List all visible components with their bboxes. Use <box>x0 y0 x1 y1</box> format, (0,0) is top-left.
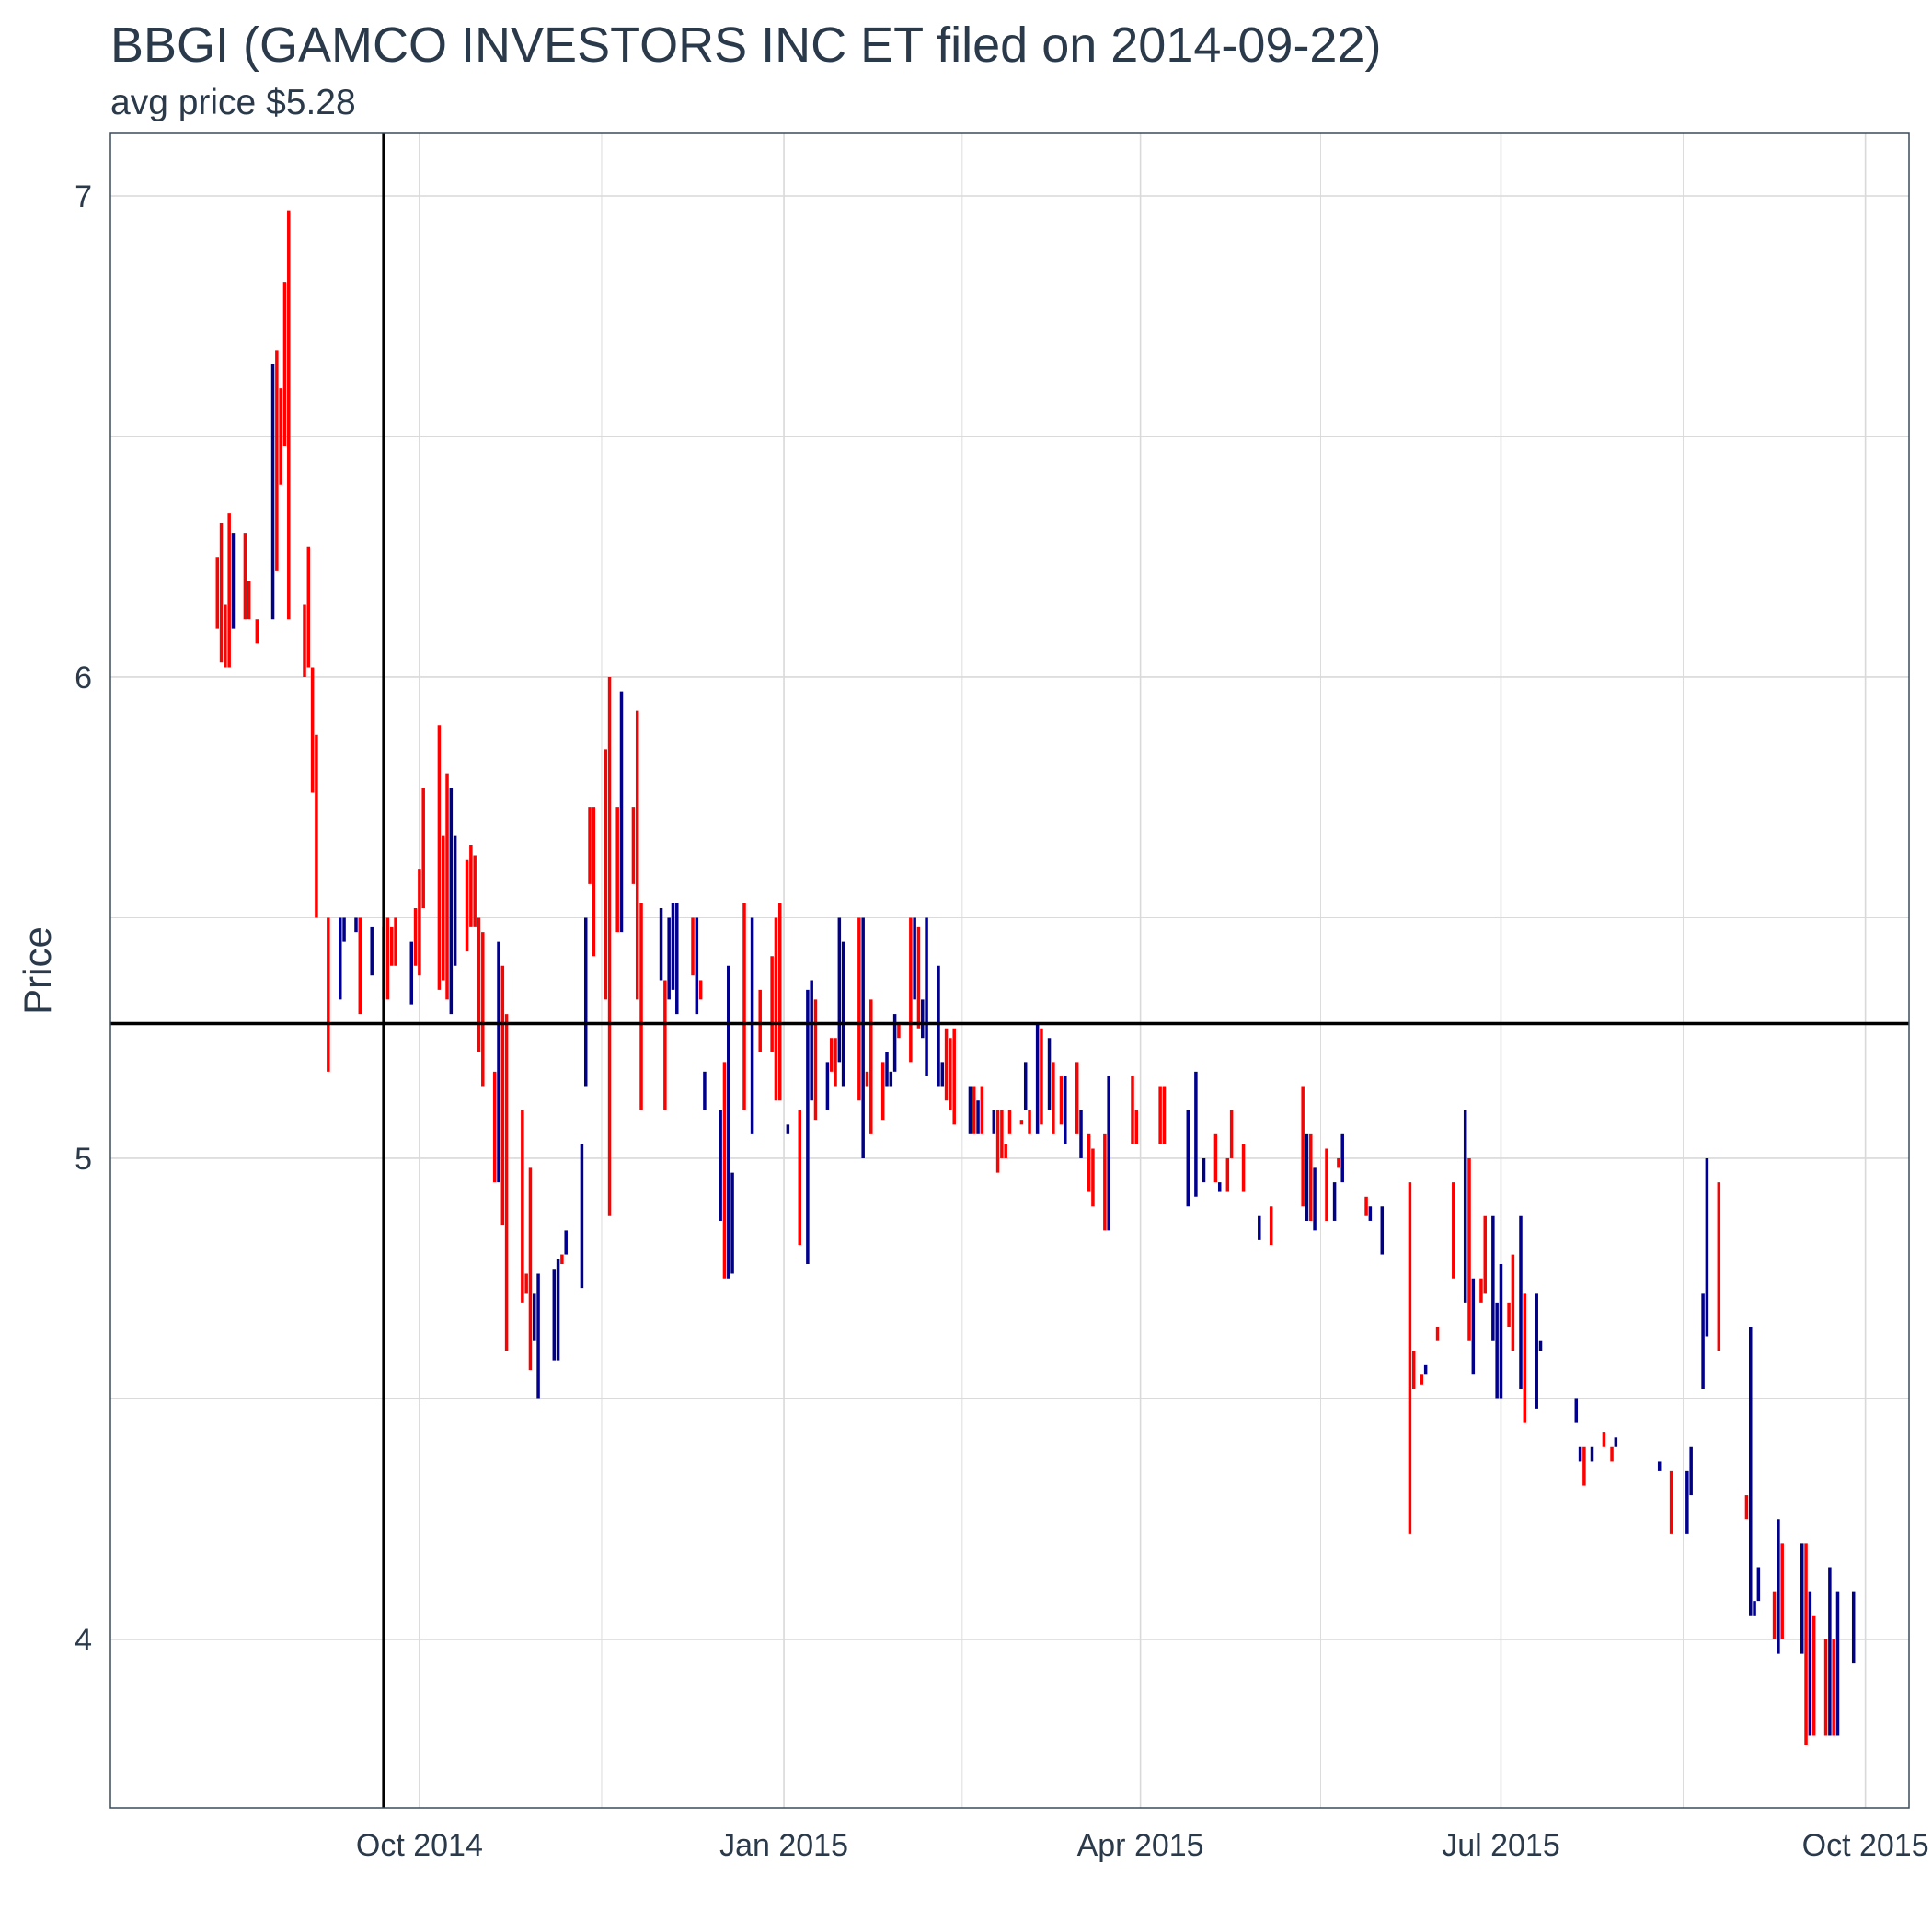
chart-subtitle: avg price $5.28 <box>110 83 356 122</box>
y-tick-label: 7 <box>75 179 92 214</box>
x-axis-ticks: Oct 2014 Jan 2015 Apr 2015 Jul 2015 Oct 2015 <box>356 1828 1929 1863</box>
price-bars <box>215 210 1856 1746</box>
grid-lines <box>110 133 1909 1808</box>
plot-panel-border <box>109 132 1910 1809</box>
y-tick-label: 4 <box>75 1623 92 1658</box>
reference-lines <box>110 133 1909 1808</box>
x-tick-label: Oct 2015 <box>1802 1828 1929 1863</box>
x-tick-label: Jan 2015 <box>719 1828 848 1863</box>
y-tick-label: 6 <box>75 661 92 696</box>
y-tick-label: 5 <box>75 1142 92 1177</box>
y-axis-title: Price <box>16 926 59 1015</box>
y-axis-ticks: 4 5 6 7 <box>75 179 92 1658</box>
x-tick-label: Apr 2015 <box>1077 1828 1204 1863</box>
x-tick-label: Jul 2015 <box>1442 1828 1560 1863</box>
chart-title: BBGI (GAMCO INVESTORS INC ET filed on 20… <box>110 17 1382 73</box>
x-tick-label: Oct 2014 <box>356 1828 483 1863</box>
